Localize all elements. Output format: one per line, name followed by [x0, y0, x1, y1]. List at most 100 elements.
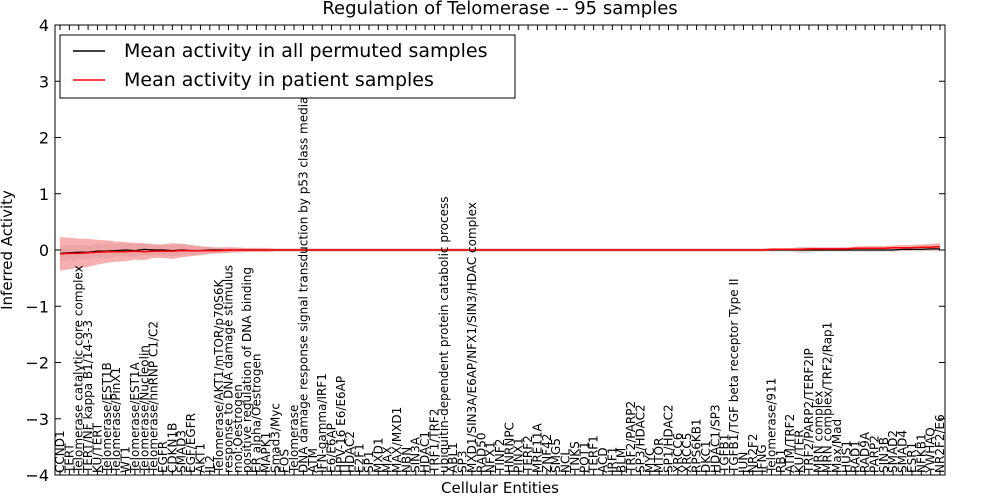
- confidence-bands: [60, 237, 940, 271]
- series-lines: [59, 245, 941, 255]
- category-label: MXD1/SIN3A/E6AP/NFX1/SIN3/HDAC complex: [465, 202, 479, 473]
- category-label: RAD9A: [858, 431, 872, 473]
- category-label: NFKB1: [914, 433, 928, 473]
- category-label: KU/TERT: [90, 422, 104, 473]
- category-label: NFX1: [484, 441, 498, 473]
- category-label: ESR1: [905, 442, 919, 473]
- chart-title: Regulation of Telomerase -- 95 samples: [322, 0, 677, 19]
- category-label: CDKN1B: [165, 423, 179, 473]
- category-label: SMAD4: [896, 430, 910, 473]
- category-label: NCL: [559, 449, 573, 473]
- category-label: ATM/TRF2: [783, 414, 797, 473]
- category-label: ubiquitin-dependent protein catabolic pr…: [437, 197, 451, 473]
- category-label: XRCC5: [680, 433, 694, 473]
- category-label: XRCC6: [671, 433, 685, 473]
- category-label: MRN complex: [811, 391, 825, 473]
- legend-label-patient: Mean activity in patient samples: [124, 69, 434, 91]
- legend-label-permuted: Mean activity in all permuted samples: [124, 40, 487, 62]
- category-label: Telomerase/AKT1/mTOR/p70S6K: [212, 278, 226, 474]
- category-label: ACD: [596, 447, 610, 473]
- category-label: MAX/MXD1: [390, 407, 404, 473]
- category-label: HNRNPC: [502, 422, 516, 473]
- y-tick-label: 2: [39, 129, 49, 148]
- category-label: RAD1: [849, 440, 863, 473]
- category-label: TRF1/TRF2: [428, 409, 442, 474]
- category-label: ATM: [306, 448, 320, 473]
- category-label: NR2F2/E6: [933, 414, 947, 473]
- category-label: HDAC2: [343, 431, 357, 473]
- y-tick-label: −3: [25, 410, 49, 429]
- patient-samples-line: [59, 245, 941, 255]
- category-label: TERT: [62, 443, 76, 474]
- category-label: YWHAQ: [924, 427, 938, 474]
- category-label: MAPK1: [259, 432, 273, 473]
- category-label: TERT/NF kappa B1/14-3-3: [81, 320, 95, 474]
- category-label: FOS: [278, 449, 292, 473]
- category-label: POT1: [577, 441, 591, 473]
- category-label: Telomerase/hnRNP C1/C2: [147, 321, 161, 474]
- category-label: MAX: [381, 446, 395, 473]
- category-label: RB1: [774, 449, 788, 473]
- category-label: Smad3/Myc: [268, 403, 282, 473]
- category-label: SP1: [362, 451, 376, 474]
- category-label: TNKS: [568, 441, 582, 474]
- category-label: HDAC1: [418, 431, 432, 473]
- category-label: TRF2/PARP2: [624, 401, 638, 474]
- category-label: TRF2/PARP2/TERF2IP: [802, 348, 816, 474]
- category-label: HDAC1/SP3: [708, 404, 722, 473]
- category-label: ER alpha/Oestrogen: [250, 354, 264, 473]
- category-label: mol:Oestrogen: [231, 384, 245, 473]
- category-label: WT1: [119, 446, 133, 473]
- category-label: IFNG: [755, 444, 769, 473]
- category-label: HUS1: [839, 440, 853, 473]
- category-label: DNA damage response signal transduction …: [296, 80, 310, 473]
- category-label: response to DNA damage stimulus: [222, 265, 236, 473]
- category-label: MRN complex/TRF2/Rap1: [821, 322, 835, 473]
- category-label: SP3: [456, 451, 470, 474]
- category-label: E2F1: [353, 443, 367, 473]
- category-label: Telomerase: [287, 405, 301, 474]
- category-label: RPS6KB1: [690, 418, 704, 473]
- category-label: DKC1: [699, 441, 713, 473]
- category-label: JUN: [736, 452, 750, 474]
- category-label: KU/TER: [793, 429, 807, 473]
- category-label: SMAD3: [175, 430, 189, 473]
- category-label: MTOR: [652, 438, 666, 473]
- y-tick-label: −1: [25, 297, 49, 316]
- category-label: Telomerase/PinX1: [109, 367, 123, 474]
- category-label: SIN3B: [877, 437, 891, 473]
- category-label: Telomerase/Nucleolin: [137, 345, 151, 474]
- category-label: ABL1: [446, 442, 460, 473]
- category-label: HPV-16 E6/E6AP: [334, 376, 348, 473]
- x-axis: [59, 25, 941, 475]
- category-label: TGFB1: [718, 434, 732, 474]
- category-label: MYC: [643, 448, 657, 473]
- y-tick-label: 3: [39, 72, 49, 91]
- category-label: Telomerase/EST1B: [100, 362, 114, 474]
- category-label: PARP2: [868, 435, 882, 473]
- category-label: TERF2: [521, 435, 535, 474]
- category-label: IFN-gamma/IRF1: [315, 373, 329, 473]
- category-label: AKT1: [193, 443, 207, 473]
- legend-box: [59, 34, 516, 99]
- category-label: SMG5: [549, 438, 563, 473]
- category-label: EGF/EGFR: [184, 413, 198, 473]
- category-label: Telomerase/EST1A: [128, 361, 142, 474]
- y-tick-label: −2: [25, 354, 49, 373]
- y-tick-label: −4: [25, 466, 49, 485]
- category-label: TGFB1/TGF beta receptor Type II: [727, 278, 741, 474]
- y-axis: −4 −3 −2 −1 0 1 2 3 4: [25, 16, 945, 485]
- category-label: NBN: [399, 447, 413, 473]
- category-label: Max/Mad: [830, 419, 844, 473]
- category-label: E6/E6AP: [325, 423, 339, 473]
- category-label: Telomerase catalytic core complex: [72, 265, 86, 474]
- category-label: IL2: [203, 455, 217, 473]
- category-label: BLM: [615, 448, 629, 473]
- category-label: Telomerase/911: [765, 378, 779, 474]
- category-label: CCND1: [53, 430, 67, 473]
- y-tick-label: 1: [39, 185, 49, 204]
- category-label: IRF1: [605, 447, 619, 473]
- category-label: TINF2: [493, 439, 507, 474]
